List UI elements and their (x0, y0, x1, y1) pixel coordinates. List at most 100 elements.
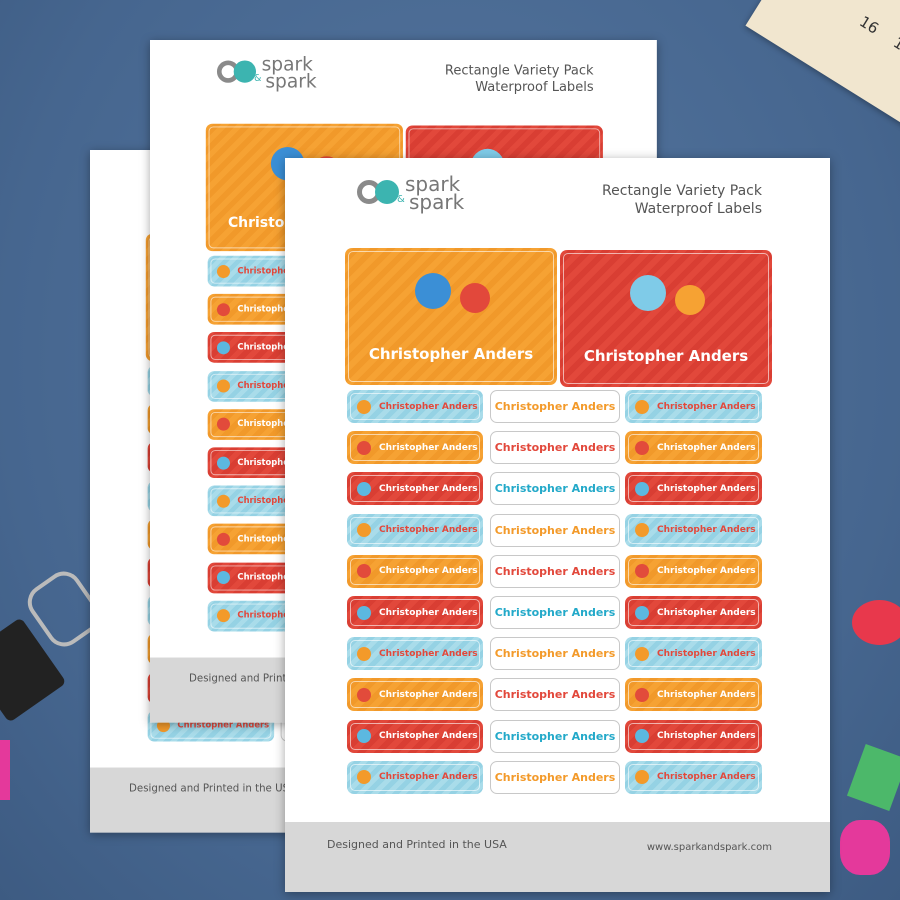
name-label: Christopher Anders (490, 431, 620, 465)
label-name: Christopher Anders (379, 731, 478, 742)
label-icon (635, 729, 649, 744)
name-label: Christopher Anders (347, 431, 483, 465)
label-icon (357, 770, 371, 785)
label-border (628, 557, 759, 585)
label-name: Christopher Anders (657, 689, 756, 700)
label-border (350, 722, 480, 750)
ruler: 16 17 (745, 0, 900, 132)
label-name: Christopher Anders (379, 689, 478, 700)
label-art (460, 283, 490, 313)
label-border (628, 516, 759, 544)
label-border (628, 599, 759, 626)
label-icon (357, 687, 371, 702)
label-border (350, 557, 480, 585)
label-name: Christopher Anders (494, 441, 616, 455)
label-art (630, 275, 666, 311)
name-label: Christopher Anders (490, 637, 620, 671)
ruler-number: 16 (856, 12, 882, 38)
name-label: Christopher Anders (347, 678, 483, 712)
label-border (350, 516, 480, 544)
label-name: Christopher Anders (237, 458, 330, 468)
label-icon (216, 264, 230, 278)
label-icon (357, 440, 371, 455)
name-label: Christopher Anders (490, 390, 620, 423)
label-name: Christopher Anders (237, 572, 330, 583)
label-name: Christopher Anders (494, 606, 616, 619)
name-label: Christopher Anders (625, 637, 762, 671)
label-name: Christopher Anders (379, 772, 478, 783)
name-label: Christopher Anders (347, 719, 483, 753)
large-label: Christopher Anders (345, 248, 557, 385)
label-name: Christopher Anders (237, 343, 330, 353)
label-name: Christopher Anders (494, 482, 616, 496)
label-name: Christopher Anders (237, 534, 330, 544)
name-label: Christopher Anders (625, 513, 762, 547)
label-name: Christopher Anders (237, 381, 330, 391)
sheet-title: Rectangle Variety Pack (444, 63, 594, 79)
label-name: Christopher Anders (657, 566, 756, 577)
label-name: Christopher Anders (379, 566, 478, 577)
label-name: Christopher Anders (494, 564, 616, 578)
label-name: Christopher Anders (237, 496, 330, 506)
label-border (350, 475, 480, 503)
label-icon (635, 523, 649, 538)
label-icon (156, 719, 170, 733)
label-art (415, 273, 451, 309)
logo-mark (375, 180, 399, 204)
label-name: Christopher Anders (657, 607, 756, 618)
label-name: Christopher Anders (494, 688, 616, 702)
name-label: Christopher Anders (625, 431, 762, 465)
name-label: Christopher Anders (347, 760, 483, 794)
name-label: Christopher Anders (490, 596, 620, 629)
label-icon (635, 605, 649, 620)
label-icon (216, 609, 230, 623)
logo-word: spark (409, 190, 465, 214)
label-border (350, 599, 480, 626)
logo-amp: & (254, 73, 262, 84)
label-border (350, 763, 480, 791)
label-art (675, 285, 705, 315)
name-label: Christopher Anders (490, 554, 620, 588)
name-label: Christopher Anders (625, 596, 762, 629)
name-label: Christopher Anders (625, 390, 762, 423)
toy-letter (840, 820, 890, 875)
label-name: Christopher Anders (657, 442, 756, 453)
name-label: Christopher Anders (347, 390, 483, 423)
logo-amp: & (397, 194, 405, 205)
ruler-number: 17 (890, 33, 900, 59)
label-icon (216, 532, 230, 546)
label-icon (216, 417, 230, 431)
label-name: Christopher Anders (379, 525, 478, 536)
label-border (628, 640, 759, 668)
label-icon (357, 399, 371, 414)
label-border (628, 434, 759, 462)
label-icon (635, 399, 649, 414)
name-label: Christopher Anders (347, 472, 483, 506)
label-border (350, 434, 480, 462)
name-label: Christopher Anders (347, 637, 483, 671)
name-label: Christopher Anders (625, 719, 762, 753)
logo-word: spark (265, 69, 317, 93)
label-name: Christopher Anders (657, 772, 756, 783)
name-label: Christopher Anders (490, 678, 620, 712)
name-label: Christopher Anders (625, 472, 762, 506)
logo-mark (233, 60, 257, 83)
large-label: Christopher Anders (560, 250, 772, 387)
footer-text: Designed and Printed in the USA (327, 838, 507, 851)
label-name: Christopher Anders (237, 266, 330, 276)
label-name: Christopher Anders (657, 401, 756, 412)
toy-letter (0, 740, 10, 800)
label-sheet: spark&spark Rectangle Variety Pack Waterpr… (285, 158, 830, 892)
label-name: Christopher Anders (237, 304, 330, 315)
label-border (563, 253, 769, 384)
label-name: Christopher Anders (237, 419, 330, 430)
sheet-subtitle: Waterproof Labels (475, 79, 594, 95)
label-name: Christopher Anders (379, 401, 478, 412)
name-label: Christopher Anders (490, 513, 620, 547)
toy-letter (852, 600, 900, 645)
label-border (348, 251, 554, 382)
label-icon (635, 770, 649, 785)
name-label: Christopher Anders (490, 760, 620, 794)
name-label: Christopher Anders (490, 472, 620, 506)
